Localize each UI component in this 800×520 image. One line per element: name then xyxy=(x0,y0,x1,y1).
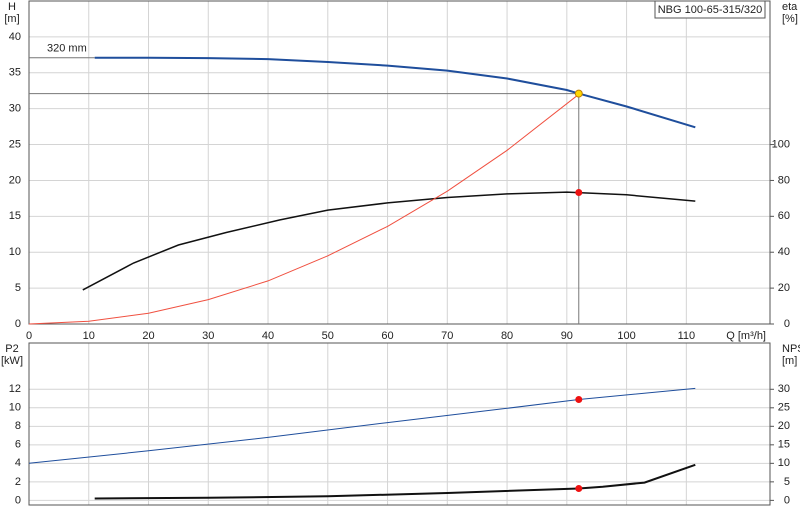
y-axis-label: H xyxy=(8,1,16,13)
y-tick-label: 35 xyxy=(9,67,21,79)
y2-tick-label: 100 xyxy=(772,138,790,150)
y-axis-label: P2 xyxy=(5,343,18,355)
title-box xyxy=(654,0,766,19)
y-tick-label: 12 xyxy=(9,383,21,395)
x-tick-label: 80 xyxy=(501,330,513,342)
x-tick-label: 60 xyxy=(381,330,393,342)
y2-tick-label: 40 xyxy=(778,246,790,258)
y2-tick-label: 10 xyxy=(778,457,790,469)
x-tick-label: 90 xyxy=(561,330,573,342)
y-tick-label: 6 xyxy=(15,439,21,451)
y-tick-label: 8 xyxy=(15,420,21,432)
operating-point xyxy=(575,188,583,196)
y2-tick-label: 15 xyxy=(778,439,790,451)
x-tick-label: 10 xyxy=(83,330,95,342)
operating-point xyxy=(574,89,583,98)
curve xyxy=(94,56,696,129)
y2-tick-label: 5 xyxy=(784,476,790,488)
x-tick-label: 100 xyxy=(617,330,635,342)
y-axis-label: [kW] xyxy=(1,355,23,367)
x-tick-label: 110 xyxy=(678,330,696,342)
operating-point xyxy=(575,395,583,403)
y-tick-label: 25 xyxy=(9,138,21,150)
y2-axis-label: NPSH xyxy=(782,343,800,355)
y2-axis-label: [%] xyxy=(782,13,798,25)
y2-axis-label: eta xyxy=(782,1,798,13)
y-tick-label: 0 xyxy=(15,318,21,330)
y2-tick-label: 20 xyxy=(778,282,790,294)
y2-tick-label: 20 xyxy=(778,420,790,432)
y2-tick-label: 30 xyxy=(778,383,790,395)
x-axis-label: Q [m³/h] xyxy=(726,330,766,342)
x-tick-label: 70 xyxy=(441,330,453,342)
chart-title: NBG 100-65-315/320 xyxy=(658,4,763,16)
y2-tick-label: 0 xyxy=(784,318,790,330)
operating-point xyxy=(575,485,583,493)
y-tick-label: 20 xyxy=(9,174,21,186)
annotation: 320 mm xyxy=(47,43,87,55)
curve xyxy=(82,191,696,291)
y-tick-label: 0 xyxy=(15,494,21,506)
x-tick-label: 0 xyxy=(26,330,32,342)
y-tick-label: 4 xyxy=(15,457,21,469)
curve xyxy=(28,93,580,325)
x-tick-label: 50 xyxy=(322,330,334,342)
y-tick-label: 30 xyxy=(9,103,21,115)
y-tick-label: 15 xyxy=(9,210,21,222)
y-tick-label: 2 xyxy=(15,476,21,488)
y-tick-label: 10 xyxy=(9,246,21,258)
y-tick-label: 40 xyxy=(9,31,21,43)
x-tick-label: 30 xyxy=(202,330,214,342)
y-axis-label: [m] xyxy=(4,13,19,25)
plot-frame xyxy=(28,342,771,506)
x-tick-label: 40 xyxy=(262,330,274,342)
y2-tick-label: 80 xyxy=(778,174,790,186)
y2-tick-label: 60 xyxy=(778,210,790,222)
x-tick-label: 20 xyxy=(142,330,154,342)
plot-frame xyxy=(28,0,771,325)
y-tick-label: 10 xyxy=(9,402,21,414)
curve xyxy=(94,463,696,500)
y-tick-label: 5 xyxy=(15,282,21,294)
y2-axis-label: [m] xyxy=(782,355,797,367)
y2-tick-label: 25 xyxy=(778,402,790,414)
y2-tick-label: 0 xyxy=(784,494,790,506)
